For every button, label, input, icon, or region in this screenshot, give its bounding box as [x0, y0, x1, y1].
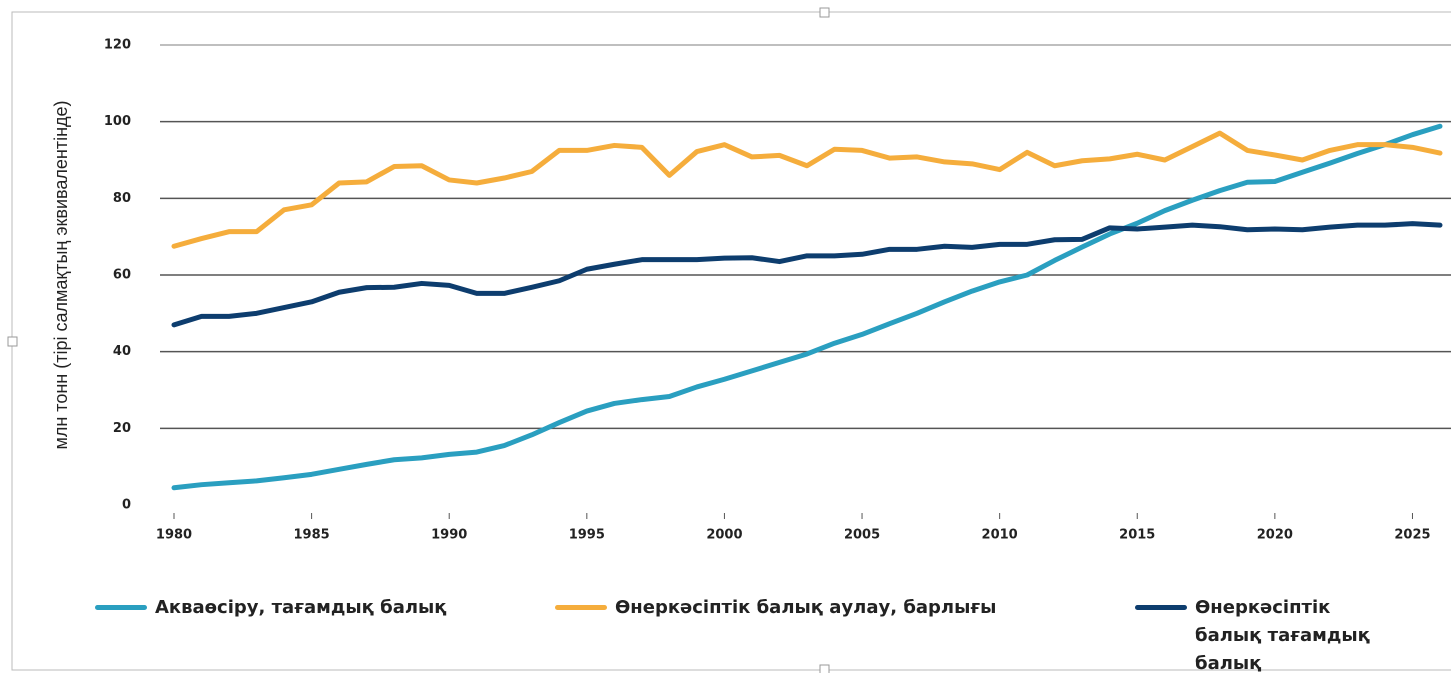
legend-label: Акваөсіру, тағамдық балық	[155, 597, 447, 618]
y-axis-label: млн тонн (тірі салмақтың эквивалентінде)	[51, 100, 71, 449]
x-tick-label: 2010	[982, 528, 1018, 543]
y-tick-label: 20	[113, 421, 131, 436]
x-tick-label: 2015	[1119, 528, 1155, 543]
series-line	[171, 221, 1443, 328]
legend-item: Акваөсіру, тағамдық балық	[95, 594, 535, 622]
frame	[11, 11, 1451, 671]
y-tick-label: 0	[122, 498, 131, 513]
x-tick-label: 2025	[1394, 528, 1430, 543]
handle	[819, 7, 830, 18]
series-line	[171, 130, 1443, 249]
x-tick-label: 2020	[1257, 528, 1293, 543]
legend-item: Өнеркәсіптік балық аулау, барлығы	[555, 594, 1115, 622]
x-tick-label: 1980	[156, 528, 192, 543]
y-tick-label: 60	[113, 268, 131, 283]
x-tick-label: 2000	[706, 528, 742, 543]
legend-label: Өнеркәсіптік балық аулау, барлығы	[615, 597, 997, 618]
x-tick-label: 2005	[844, 528, 880, 543]
handle	[819, 664, 830, 673]
legend-label: Өнеркәсіптік балық тағамдық балық	[1195, 597, 1370, 673]
y-tick-label: 100	[104, 114, 131, 129]
series-line	[171, 123, 1443, 491]
y-tick-label: 80	[113, 191, 131, 206]
y-tick-label: 40	[113, 344, 131, 359]
x-tick-label: 1985	[294, 528, 330, 543]
x-tick-label: 1990	[431, 528, 467, 543]
x-tick-label: 1995	[569, 528, 605, 543]
handle	[7, 336, 18, 347]
legend-swatch	[1135, 605, 1187, 610]
legend-item: Өнеркәсіптік балық тағамдық балық	[1135, 594, 1395, 673]
legend-swatch	[555, 605, 607, 610]
legend-swatch	[95, 605, 147, 610]
y-tick-label: 120	[104, 38, 131, 53]
